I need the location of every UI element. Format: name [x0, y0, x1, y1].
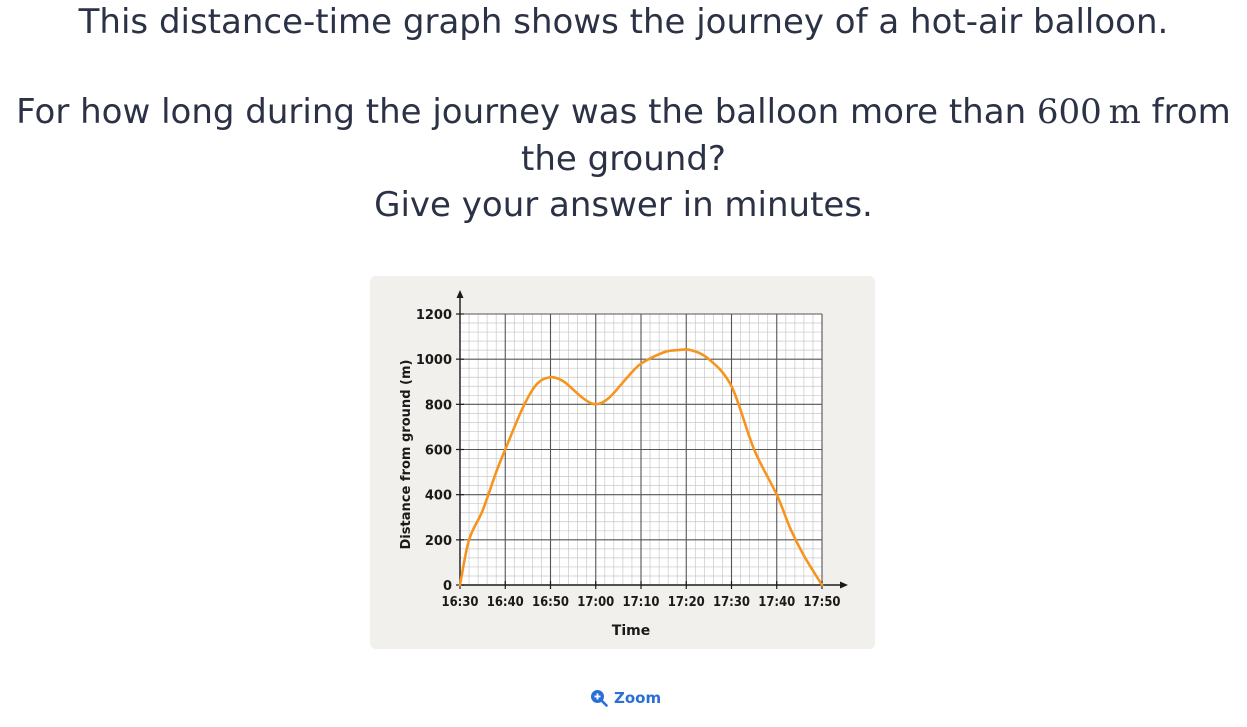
question-line-2-before: For how long during the journey was the …	[16, 92, 1037, 132]
threshold-unit: m	[1108, 92, 1141, 132]
x-tick-label: 16:30	[442, 595, 479, 610]
zoom-label[interactable]: Zoom	[614, 689, 662, 707]
y-tick-label: 400	[425, 489, 452, 504]
question-line-2-after: from	[1140, 92, 1231, 132]
question-line-2: For how long during the journey was the …	[0, 92, 1247, 132]
x-tick-label: 16:50	[532, 595, 569, 610]
x-axis-arrow	[840, 581, 848, 589]
x-tick-label: 16:40	[487, 595, 524, 610]
x-tick-label: 17:50	[804, 595, 841, 610]
zoom-in-icon	[590, 689, 608, 707]
x-tick-label: 17:30	[713, 595, 750, 610]
y-tick-label: 1000	[416, 353, 452, 368]
zoom-button[interactable]: Zoom	[590, 686, 661, 710]
y-tick-label: 1200	[416, 308, 452, 323]
threshold-gap	[1102, 92, 1109, 132]
question-line-3: the ground?	[521, 139, 726, 179]
y-axis-title: Distance from ground (m)	[399, 360, 414, 550]
chart-card: 16:30 16:40 16:50 17:00 17:10 17:20 17:30 17:40…	[370, 276, 875, 649]
x-tick-label: 17:20	[668, 595, 705, 610]
distance-time-chart: 16:30 16:40 16:50 17:00 17:10 17:20 17:30 17:40…	[399, 290, 848, 639]
y-tick-label: 600	[425, 444, 452, 459]
x-tick-label: 17:10	[623, 595, 660, 610]
question-line-1: This distance-time graph shows the journ…	[78, 2, 1169, 42]
x-tick-label: 17:00	[577, 595, 614, 610]
series-line	[458, 348, 824, 587]
y-tick-label: 800	[425, 398, 452, 413]
threshold-value: 600	[1036, 92, 1102, 132]
y-axis-arrow	[456, 290, 464, 298]
x-axis-title: Time	[612, 623, 650, 639]
question-line-4: Give your answer in minutes.	[374, 185, 873, 225]
y-tick-label: 0	[443, 579, 452, 594]
y-tick-label: 200	[425, 534, 452, 549]
x-tick-label: 17:40	[758, 595, 795, 610]
